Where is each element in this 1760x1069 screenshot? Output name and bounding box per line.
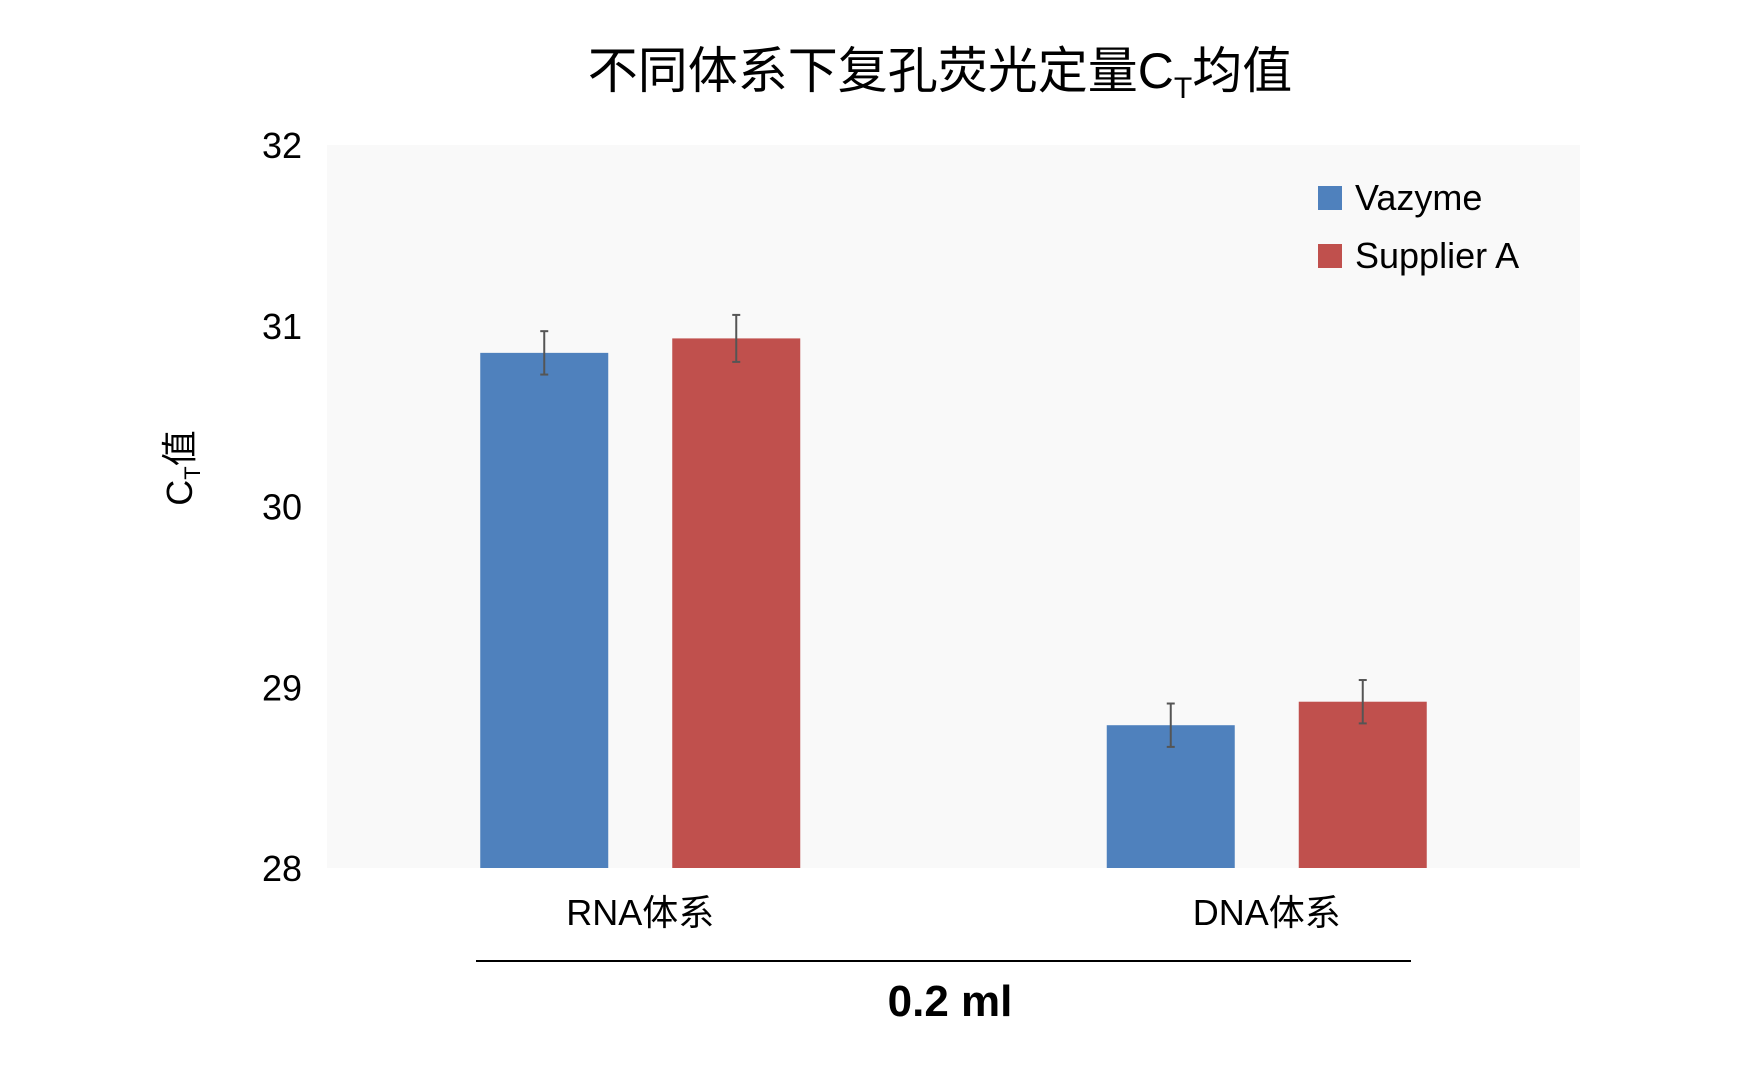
y-axis-label-main: C <box>159 480 200 506</box>
y-tick-label: 32 <box>262 125 302 166</box>
bar-supplier-a <box>1298 701 1427 868</box>
bars <box>480 338 1427 869</box>
chart-title-after: 均值 <box>1192 43 1292 99</box>
y-tick-label: 31 <box>262 306 302 347</box>
y-tick-label: 29 <box>262 667 302 708</box>
x-axis-ticks: RNA体系 DNA体系 <box>566 892 1341 933</box>
y-axis-ticks: 28 29 30 31 32 <box>262 125 302 889</box>
legend-swatch <box>1318 186 1342 210</box>
y-axis-label-subscript: T <box>180 466 205 479</box>
y-axis-label: CT值 <box>159 430 205 505</box>
y-tick-label: 28 <box>262 848 302 889</box>
chart-title-main: 不同体系下复孔荧光定量C <box>588 43 1174 99</box>
bar-vazyme <box>480 352 609 868</box>
y-axis-label-after: 值 <box>159 430 200 466</box>
x-tick-label: DNA体系 <box>1193 892 1341 933</box>
bar-vazyme <box>1106 725 1235 868</box>
error-bars <box>540 313 1367 748</box>
legend-label: Supplier A <box>1355 235 1519 276</box>
legend: Vazyme Supplier A <box>1318 177 1519 276</box>
legend-label: Vazyme <box>1355 177 1482 218</box>
group-label: 0.2 ml <box>888 977 1013 1026</box>
y-tick-label: 30 <box>262 487 302 528</box>
x-tick-label: RNA体系 <box>566 892 714 933</box>
chart-title: 不同体系下复孔荧光定量CT均值 <box>588 43 1292 105</box>
chart-title-subscript: T <box>1174 72 1192 105</box>
legend-swatch <box>1318 244 1342 268</box>
bar-supplier-a <box>672 338 801 869</box>
